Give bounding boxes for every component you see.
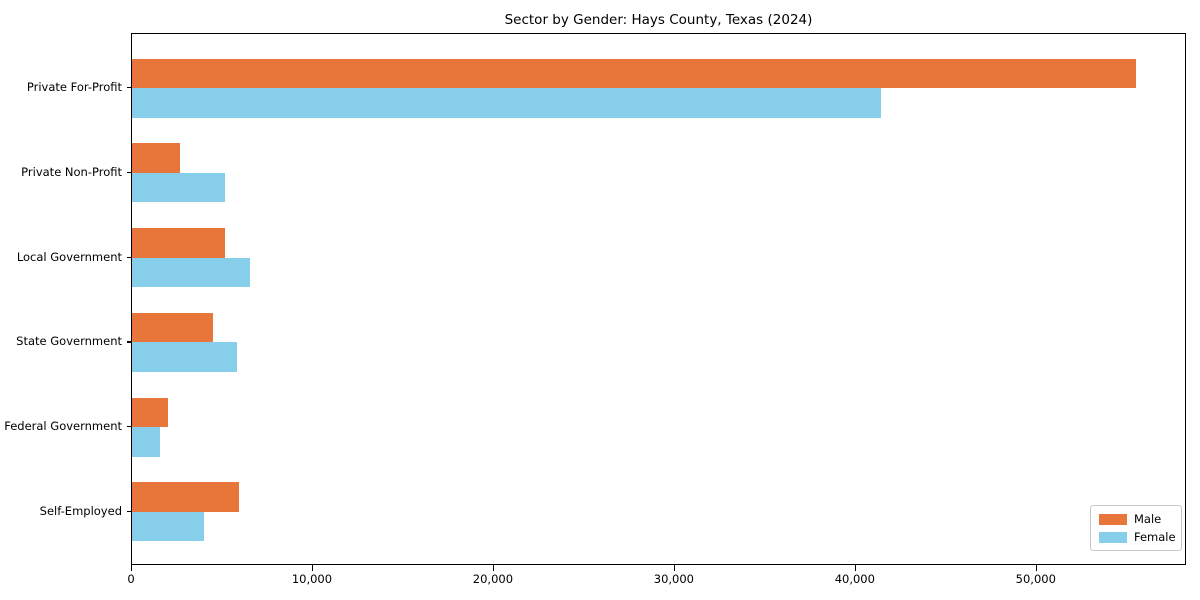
x-tick-mark <box>673 565 676 571</box>
bar-female-2 <box>132 257 251 288</box>
male-series-swatch <box>1099 513 1127 525</box>
y-axis-label: Local Government <box>16 249 122 264</box>
plot-area <box>131 33 1186 565</box>
x-tick-mark <box>1035 565 1037 571</box>
legend-row-male: Male <box>1099 513 1173 525</box>
y-tick-mark <box>127 256 131 258</box>
bar-male-1 <box>132 143 180 173</box>
y-axis-label: State Government <box>16 334 122 349</box>
bar-male-2 <box>132 228 226 258</box>
legend-row-female: Female <box>1099 530 1176 544</box>
legend-label-male: Male <box>1134 512 1162 526</box>
chart-title: Sector by Gender: Hays County, Texas (20… <box>504 12 813 28</box>
y-axis-label: Self-Employed <box>39 503 122 518</box>
x-tick-label: 0 <box>127 572 135 586</box>
bar-female-3 <box>132 342 237 372</box>
y-axis-label: Private For-Profit <box>26 80 122 95</box>
y-axis-label: Federal Government <box>4 419 122 434</box>
bar-female-0 <box>132 88 882 118</box>
bar-male-5 <box>132 482 240 512</box>
bar-female-1 <box>132 172 226 203</box>
x-tick-mark <box>492 565 495 571</box>
x-tick-label: 40,000 <box>834 572 875 586</box>
bar-male-4 <box>132 397 168 428</box>
y-axis-label: Private Non-Profit <box>21 164 122 179</box>
y-tick-mark <box>127 510 131 512</box>
x-tick-label: 50,000 <box>1015 572 1056 586</box>
x-tick-label: 10,000 <box>291 572 333 586</box>
bar-female-4 <box>132 427 161 457</box>
x-tick-label: 30,000 <box>653 572 694 586</box>
bar-male-0 <box>132 58 1137 89</box>
x-tick-label: 20,000 <box>472 572 514 586</box>
bar-male-3 <box>132 312 214 343</box>
x-tick-mark <box>311 565 314 571</box>
legend: Male Female <box>1090 505 1182 551</box>
y-tick-mark <box>127 341 131 343</box>
y-tick-mark <box>127 171 131 174</box>
y-tick-mark <box>127 426 131 428</box>
female-series-swatch <box>1099 531 1127 543</box>
x-tick-mark <box>131 565 133 571</box>
bar-female-5 <box>132 511 204 542</box>
x-tick-mark <box>854 565 857 571</box>
legend-label-female: Female <box>1134 530 1176 544</box>
y-tick-mark <box>127 87 131 89</box>
